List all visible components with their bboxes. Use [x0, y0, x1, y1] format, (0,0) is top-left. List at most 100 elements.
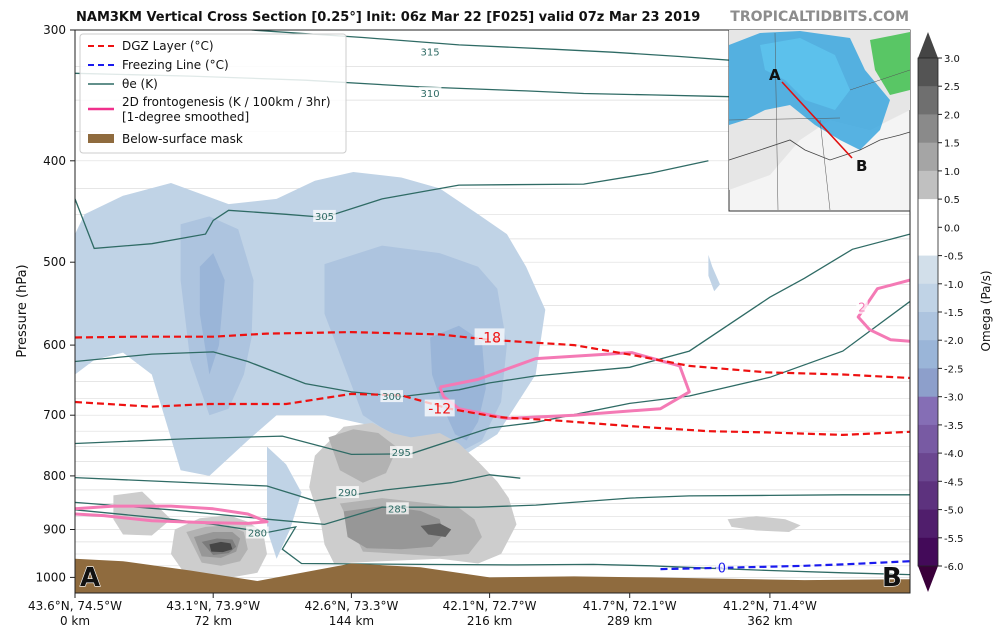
- frontogenesis-contour: [856, 278, 910, 343]
- colorbar-cell: [918, 453, 938, 482]
- dgz-label: -12: [428, 402, 451, 418]
- contour-labels: 315 310 305 300 295 290 285 280 -18 -12 0 2: [246, 45, 868, 577]
- theta-e-label: 305: [315, 212, 334, 223]
- x-tick-label-coords: 42.1°N, 72.7°W: [443, 599, 537, 613]
- chart-title: NAM3KM Vertical Cross Section [0.25°] In…: [76, 10, 700, 25]
- y-tick-label: 900: [43, 523, 66, 537]
- omega-region: [708, 254, 720, 292]
- theta-e-line: [75, 494, 910, 526]
- legend-label-dgz: DGZ Layer (°C): [122, 39, 214, 53]
- colorbar-tick-label: 1.0: [944, 167, 960, 178]
- colorbar-cell: [918, 142, 938, 172]
- theta-e-label: 310: [421, 89, 440, 100]
- colorbar-tick-label: -1.5: [944, 308, 964, 319]
- legend: DGZ Layer (°C) Freezing Line (°C) θe (K)…: [79, 33, 347, 154]
- x-tick-label-distance: 216 km: [467, 614, 512, 628]
- legend-label-mask: Below-surface mask: [122, 132, 243, 146]
- inset-state-borders: [728, 32, 911, 211]
- inset-coastline: [728, 131, 911, 161]
- inset-section-line: [781, 81, 853, 159]
- omega-region: [209, 541, 233, 553]
- x-tick-label-coords: 41.2°N, 71.4°W: [723, 599, 817, 613]
- theta-e-label: 315: [421, 48, 440, 59]
- colorbar-cell: [918, 58, 938, 87]
- colorbar-cell: [918, 170, 938, 200]
- x-tick-label-coords: 43.6°N, 74.5°W: [28, 599, 122, 613]
- colorbar-cell: [918, 312, 938, 341]
- theta-e-line: [75, 233, 910, 398]
- y-tick-label: 500: [43, 255, 66, 269]
- omega-region: [420, 523, 452, 537]
- colorbar-ticks: 3.0 2.5 2.0 1.5 1.0 0.5 0.0 -0.5 -1.0 -1.5 -2.0 -2.…: [938, 54, 964, 573]
- colorbar-tick-label: -3.5: [944, 421, 964, 432]
- theta-e-line: [75, 509, 910, 576]
- colorbar-tick-label: -5.0: [944, 506, 964, 517]
- x-tick-label-distance: 144 km: [329, 614, 374, 628]
- colorbar-cell: [918, 199, 938, 228]
- freezing-label: 0: [718, 562, 726, 577]
- y-axis-label: Pressure (hPa): [15, 264, 30, 357]
- x-axis: 43.6°N, 74.5°W0 km 43.1°N, 73.9°W72 km 42.…: [28, 593, 817, 628]
- legend-label-frontogenesis: 2D frontogenesis (K / 100km / 3hr): [122, 95, 331, 109]
- colorbar-tick-label: 0.0: [944, 223, 960, 234]
- dgz-line: [75, 392, 910, 437]
- theta-e-label-bg: [246, 526, 269, 539]
- theta-e-label: 285: [388, 504, 407, 515]
- colorbar-tick-label: 2.5: [944, 82, 960, 93]
- colorbar-tick-label: 1.5: [944, 139, 960, 150]
- inset-snow-core: [760, 38, 850, 110]
- colorbar-cell: [918, 424, 938, 454]
- theta-e-label-bg: [390, 446, 413, 459]
- plot-frame: [74, 29, 911, 594]
- theta-e-label-bg: [386, 502, 409, 515]
- theta-e-label: 280: [248, 529, 267, 540]
- colorbar-cell: [918, 283, 938, 313]
- omega-region: [328, 429, 398, 483]
- dgz-label: -18: [478, 330, 501, 346]
- colorbar-cell: [918, 255, 938, 285]
- inset-map: A B: [728, 29, 911, 212]
- dgz-contours: [75, 330, 910, 437]
- frontogenesis-contour: [75, 504, 269, 525]
- theta-e-label: 295: [392, 448, 411, 459]
- y-axis: 300 400 500 600 700 800 900 1000: [35, 23, 75, 584]
- colorbar-tick-label: -4.0: [944, 449, 964, 460]
- frontogenesis-contour: [438, 351, 691, 420]
- x-tick-label-distance: 289 km: [607, 614, 652, 628]
- x-tick-label-distance: 72 km: [194, 614, 232, 628]
- theta-e-line: [75, 474, 521, 502]
- x-tick-label-coords: 41.7°N, 72.1°W: [583, 599, 677, 613]
- colorbar-tick-label: -2.5: [944, 364, 964, 375]
- colorbar-cell: [918, 396, 938, 426]
- freezing-label-bg: [715, 559, 728, 576]
- colorbar-cell: [918, 368, 938, 398]
- y-tick-label: 1000: [35, 570, 66, 584]
- inset-label-b: B: [856, 157, 867, 175]
- colorbar-tick-label: 0.5: [944, 195, 960, 206]
- x-tick-label-distance: 362 km: [747, 614, 792, 628]
- colorbar: 3.0 2.5 2.0 1.5 1.0 0.5 0.0 -0.5 -1.0 -1.5 -2.0 -2.…: [917, 32, 993, 592]
- theta-e-label-bg: [418, 87, 442, 99]
- legend-label-theta-e: θe (K): [122, 77, 158, 91]
- colorbar-tick-label: 3.0: [944, 54, 960, 65]
- legend-label-frontogenesis-smoothing: [1-degree smoothed]: [122, 110, 249, 124]
- colorbar-tick-label: -4.5: [944, 477, 964, 488]
- colorbar-cells: [918, 58, 938, 567]
- y-tick-label: 800: [43, 469, 66, 483]
- colorbar-tick-label: -1.0: [944, 280, 964, 291]
- inset-label-a: A: [769, 66, 781, 84]
- theta-e-label-bg: [380, 390, 403, 403]
- x-tick-label-coords: 43.1°N, 73.9°W: [166, 599, 260, 613]
- omega-region: [113, 491, 171, 536]
- legend-label-freezing: Freezing Line (°C): [122, 58, 229, 72]
- colorbar-label: Omega (Pa/s): [979, 270, 993, 351]
- frontogenesis-label-bg: [856, 299, 868, 314]
- endpoint-label-end: B: [882, 563, 902, 593]
- colorbar-cell: [918, 481, 938, 510]
- colorbar-tick-label: -5.5: [944, 534, 964, 545]
- dgz-label-bg: [474, 328, 505, 346]
- dgz-line: [75, 330, 910, 380]
- legend-box: [79, 33, 347, 154]
- theta-e-label-bg: [313, 209, 336, 222]
